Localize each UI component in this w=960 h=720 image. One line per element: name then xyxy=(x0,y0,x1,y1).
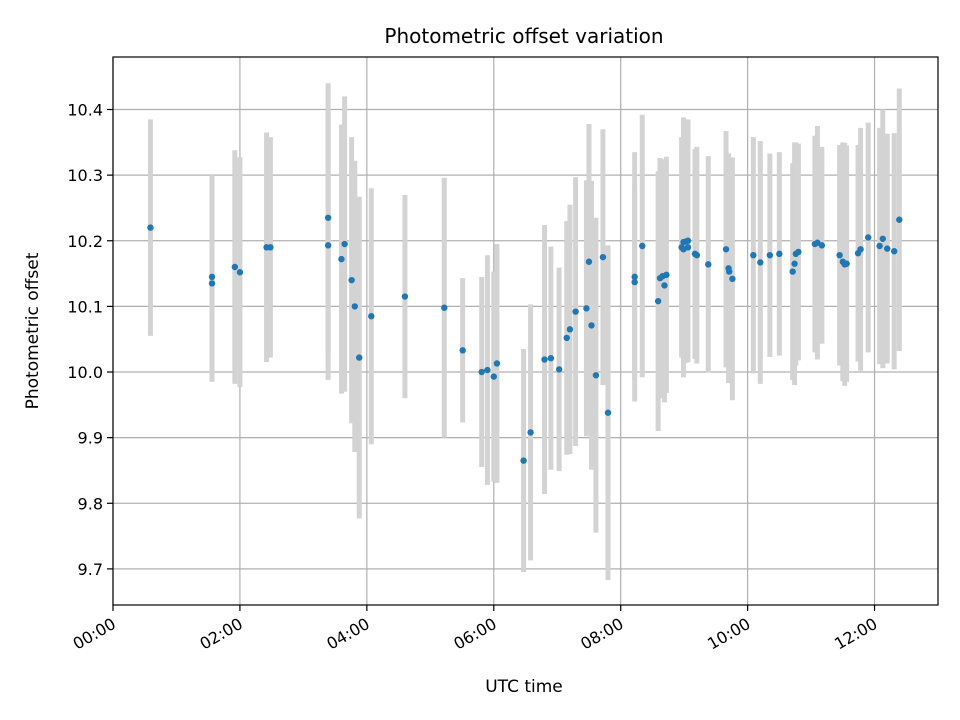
data-point xyxy=(864,234,872,241)
data-point xyxy=(705,261,712,268)
y-tick-label: 10.3 xyxy=(67,166,103,185)
data-point xyxy=(459,347,466,354)
data-point xyxy=(441,304,448,311)
data-point xyxy=(729,275,736,283)
y-tick-label: 10.4 xyxy=(67,101,103,120)
data-point xyxy=(722,246,730,253)
data-point xyxy=(356,354,363,361)
data-point xyxy=(493,360,501,367)
data-point xyxy=(585,258,593,265)
data-point xyxy=(684,244,692,251)
data-point xyxy=(766,251,774,259)
data-point xyxy=(843,260,850,267)
y-tick-label: 9.9 xyxy=(78,429,103,448)
y-tick-label: 10.0 xyxy=(67,363,103,382)
data-point xyxy=(693,251,701,259)
data-point xyxy=(348,276,355,284)
data-point xyxy=(818,242,826,249)
y-tick-label: 10.2 xyxy=(67,232,103,251)
data-point xyxy=(351,303,358,310)
data-point xyxy=(547,355,555,362)
data-point xyxy=(726,268,733,275)
data-point xyxy=(631,278,638,286)
data-point xyxy=(583,305,590,312)
data-point xyxy=(654,297,662,305)
data-point xyxy=(324,242,332,249)
y-axis-ticks: 9.7 9.8 9.9 10.0 10.1 10.2 10.3 10.4 xyxy=(67,101,113,579)
y-tick-label: 9.7 xyxy=(78,560,103,579)
data-point xyxy=(324,214,332,221)
x-axis-label: UTC time xyxy=(485,677,563,697)
data-point xyxy=(750,251,757,259)
data-point xyxy=(684,237,692,244)
y-tick-label: 10.1 xyxy=(67,297,103,316)
y-tick-label: 9.8 xyxy=(78,494,103,513)
y-axis-label: Photometric offset xyxy=(23,252,43,409)
data-point xyxy=(604,409,612,416)
data-point xyxy=(896,216,903,223)
data-point xyxy=(639,242,646,250)
data-point xyxy=(541,356,548,363)
data-point xyxy=(757,259,764,266)
data-point xyxy=(631,273,638,281)
data-point xyxy=(555,366,563,373)
data-point xyxy=(776,250,783,258)
data-point xyxy=(663,271,670,279)
data-point xyxy=(338,255,345,263)
data-point xyxy=(520,457,527,464)
data-point xyxy=(563,334,570,342)
data-point xyxy=(588,322,595,329)
data-point xyxy=(836,251,843,259)
data-point xyxy=(208,273,216,281)
data-point xyxy=(884,245,891,252)
data-point xyxy=(208,280,216,287)
data-points xyxy=(147,214,903,464)
data-point xyxy=(592,372,600,379)
data-point xyxy=(891,248,898,255)
data-point xyxy=(791,260,798,267)
data-point xyxy=(876,242,883,250)
data-point xyxy=(566,326,574,333)
data-point xyxy=(267,244,274,251)
chart-title: Photometric offset variation xyxy=(384,24,663,48)
data-point xyxy=(857,246,864,253)
data-point xyxy=(147,224,154,231)
data-point xyxy=(236,269,244,276)
data-point xyxy=(572,308,579,315)
data-point xyxy=(368,313,375,320)
data-point xyxy=(490,373,497,380)
plot-frame xyxy=(112,56,939,606)
data-point xyxy=(478,368,485,376)
data-point xyxy=(231,263,239,271)
data-point xyxy=(341,240,348,248)
data-point xyxy=(661,282,668,289)
data-point xyxy=(401,293,409,300)
data-point xyxy=(795,248,802,256)
data-point xyxy=(879,235,886,242)
data-point xyxy=(484,366,491,374)
data-point xyxy=(527,429,534,436)
data-point xyxy=(789,268,796,275)
data-point xyxy=(599,253,607,261)
